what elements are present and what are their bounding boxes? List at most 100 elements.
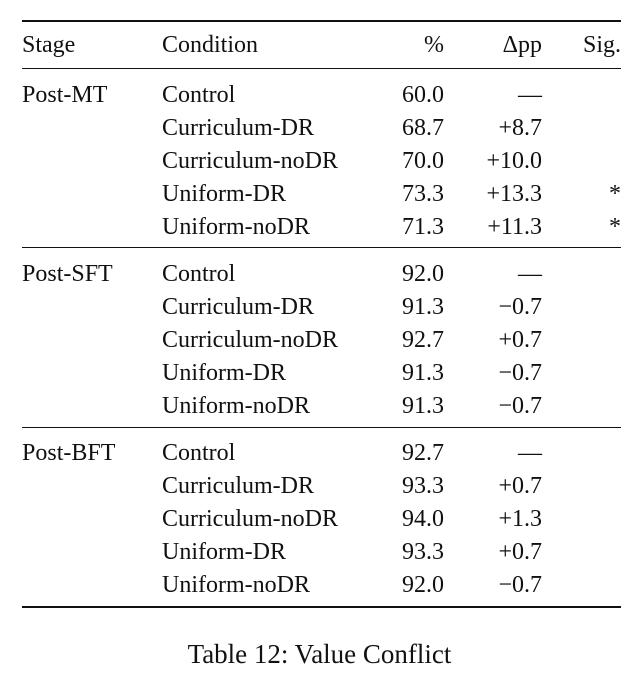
percent-cell: 92.7 xyxy=(402,440,444,466)
delta-cell: +11.3 xyxy=(487,214,542,240)
percent-cell: 92.7 xyxy=(402,327,444,353)
header-rule xyxy=(22,68,621,69)
condition-cell: Control xyxy=(162,440,236,466)
percent-cell: 94.0 xyxy=(402,506,444,532)
stage-cell: Post-BFT xyxy=(22,440,116,466)
percent-cell: 91.3 xyxy=(402,360,444,386)
results-table: Stage Condition % Δpp Sig. Post-MT Contro… xyxy=(22,28,621,602)
table-body: Post-MT Control 60.0 — Curriculum-DR 68.7 +8.7… xyxy=(22,62,621,602)
delta-cell: +13.3 xyxy=(486,181,542,207)
sig-cell: * xyxy=(609,181,621,207)
stage-cell xyxy=(22,291,162,324)
table-row: Uniform-DR 73.3 +13.3 * xyxy=(22,178,621,211)
stage-cell xyxy=(22,536,162,569)
percent-cell: 68.7 xyxy=(402,115,444,141)
delta-cell: +10.0 xyxy=(486,148,542,174)
delta-cell: +1.3 xyxy=(498,506,542,532)
table-row: Uniform-noDR 92.0 −0.7 xyxy=(22,569,621,602)
sig-cell: * xyxy=(609,214,621,240)
condition-cell: Curriculum-noDR xyxy=(162,148,338,174)
condition-cell: Curriculum-noDR xyxy=(162,506,338,532)
percent-cell: 60.0 xyxy=(402,82,444,108)
percent-cell: 91.3 xyxy=(402,294,444,320)
stage-cell xyxy=(22,211,162,244)
stage-cell xyxy=(22,390,162,423)
group-rule-1 xyxy=(22,247,621,248)
table-row: Uniform-DR 91.3 −0.7 xyxy=(22,357,621,390)
sig-cell xyxy=(542,569,621,602)
table-row: Uniform-noDR 71.3 +11.3 * xyxy=(22,211,621,244)
sig-cell xyxy=(542,536,621,569)
stage-cell xyxy=(22,357,162,390)
top-rule xyxy=(22,20,621,22)
header-condition: Condition xyxy=(162,31,259,58)
table-caption: Table 12: Value Conflict xyxy=(187,639,452,669)
condition-cell: Curriculum-noDR xyxy=(162,327,338,353)
header-stage: Stage xyxy=(22,31,76,58)
condition-cell: Uniform-DR xyxy=(162,539,286,565)
stage-cell xyxy=(22,145,162,178)
delta-cell: +0.7 xyxy=(498,539,542,565)
delta-cell: +8.7 xyxy=(498,115,542,141)
sig-cell xyxy=(542,423,621,470)
header-percent: % xyxy=(424,31,444,58)
condition-cell: Uniform-noDR xyxy=(162,214,310,240)
stage-cell xyxy=(22,178,162,211)
condition-cell: Uniform-DR xyxy=(162,360,286,386)
table-row: Curriculum-DR 91.3 −0.7 xyxy=(22,291,621,324)
sig-cell xyxy=(542,145,621,178)
header-delta: Δpp xyxy=(502,31,542,58)
sig-cell xyxy=(542,291,621,324)
condition-cell: Control xyxy=(162,261,236,287)
percent-cell: 70.0 xyxy=(402,148,444,174)
header-row: Stage Condition % Δpp Sig. xyxy=(22,28,621,62)
delta-cell: +0.7 xyxy=(498,327,542,353)
percent-cell: 93.3 xyxy=(402,539,444,565)
sig-cell xyxy=(542,62,621,112)
condition-cell: Curriculum-DR xyxy=(162,473,314,499)
table-row: Curriculum-DR 68.7 +8.7 xyxy=(22,112,621,145)
percent-cell: 93.3 xyxy=(402,473,444,499)
header-sig: Sig. xyxy=(582,31,621,58)
table-row: Uniform-DR 93.3 +0.7 xyxy=(22,536,621,569)
table-row: Uniform-noDR 91.3 −0.7 xyxy=(22,390,621,423)
condition-cell: Curriculum-DR xyxy=(162,115,314,141)
table-row: Curriculum-noDR 94.0 +1.3 xyxy=(22,503,621,536)
sig-cell xyxy=(542,390,621,423)
condition-cell: Curriculum-DR xyxy=(162,294,314,320)
percent-cell: 73.3 xyxy=(402,181,444,207)
stage-cell: Post-MT xyxy=(22,82,108,108)
sig-cell xyxy=(542,112,621,145)
table-row: Curriculum-DR 93.3 +0.7 xyxy=(22,470,621,503)
condition-cell: Uniform-noDR xyxy=(162,572,310,598)
delta-cell: +0.7 xyxy=(498,473,542,499)
percent-cell: 92.0 xyxy=(402,572,444,598)
delta-cell: −0.7 xyxy=(498,393,542,419)
stage-cell xyxy=(22,112,162,145)
table-row: Curriculum-noDR 70.0 +10.0 xyxy=(22,145,621,178)
table-row: Post-BFT Control 92.7 — xyxy=(22,423,621,470)
sig-cell xyxy=(542,357,621,390)
stage-cell xyxy=(22,470,162,503)
delta-cell: −0.7 xyxy=(498,294,542,320)
delta-cell: — xyxy=(518,440,542,466)
stage-cell xyxy=(22,569,162,602)
sig-cell xyxy=(542,503,621,536)
delta-cell: — xyxy=(518,82,542,108)
percent-cell: 91.3 xyxy=(402,393,444,419)
delta-cell: −0.7 xyxy=(498,572,542,598)
sig-cell xyxy=(542,470,621,503)
condition-cell: Control xyxy=(162,82,236,108)
stage-cell: Post-SFT xyxy=(22,261,113,287)
condition-cell: Uniform-noDR xyxy=(162,393,310,419)
stage-cell xyxy=(22,503,162,536)
condition-cell: Uniform-DR xyxy=(162,181,286,207)
delta-cell: — xyxy=(518,261,542,287)
delta-cell: −0.7 xyxy=(498,360,542,386)
percent-cell: 71.3 xyxy=(402,214,444,240)
sig-cell xyxy=(542,244,621,291)
table-row: Post-MT Control 60.0 — xyxy=(22,62,621,112)
table-row: Post-SFT Control 92.0 — xyxy=(22,244,621,291)
stage-cell xyxy=(22,324,162,357)
table-row: Curriculum-noDR 92.7 +0.7 xyxy=(22,324,621,357)
